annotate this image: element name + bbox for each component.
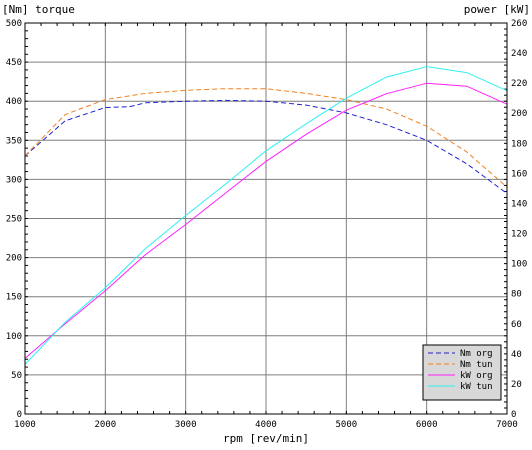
x-tick-label: 4000 xyxy=(255,420,277,430)
y-left-tick-label: 100 xyxy=(6,332,22,342)
y-right-tick-label: 140 xyxy=(511,199,527,209)
y-right-tick-label: 240 xyxy=(511,49,527,59)
x-tick-label: 3000 xyxy=(175,420,197,430)
y-right-tick-label: 180 xyxy=(511,139,527,149)
series-layer xyxy=(24,66,508,365)
y-left-tick-label: 350 xyxy=(6,136,22,146)
series-line-nm-tun xyxy=(24,88,508,188)
x-tick-label: 7000 xyxy=(496,420,518,430)
series-line-kw-org xyxy=(24,82,508,359)
y-right-tick-label: 160 xyxy=(511,169,527,179)
y-left-tick-label: 0 xyxy=(17,410,22,420)
y-right-tick-label: 100 xyxy=(511,260,527,270)
x-tick-label: 5000 xyxy=(335,420,357,430)
y-right-tick-label: 220 xyxy=(511,79,527,89)
y-left-tick-label: 450 xyxy=(6,58,22,68)
y-left-tick-label: 500 xyxy=(6,19,22,29)
x-tick-label: 2000 xyxy=(94,420,116,430)
right-axis-title: power [kW] xyxy=(464,3,530,16)
y-right-tick-label: 80 xyxy=(511,290,522,300)
legend-box xyxy=(422,344,502,401)
left-axis-title: [Nm] torque xyxy=(2,3,75,16)
x-tick-label: 6000 xyxy=(416,420,438,430)
y-right-tick-label: 260 xyxy=(511,19,527,29)
series-line-kw-tun xyxy=(24,66,508,365)
y-right-tick-label: 40 xyxy=(511,350,522,360)
y-right-tick-label: 0 xyxy=(511,410,516,420)
y-right-tick-label: 120 xyxy=(511,230,527,240)
tick-label-layer: 1000 2000 3000 4000 5000 6000 7000050100150200… xyxy=(6,19,528,430)
y-left-tick-label: 200 xyxy=(6,254,22,264)
y-right-tick-label: 200 xyxy=(511,109,527,119)
plot-frame xyxy=(24,22,508,415)
legend-label: Nm org xyxy=(460,349,493,359)
series-line-nm-org xyxy=(24,99,508,194)
y-left-tick-label: 150 xyxy=(6,293,22,303)
legend-label: Nm tun xyxy=(460,360,493,370)
legend-label: kW tun xyxy=(460,382,493,392)
x-axis-label: rpm [rev/min] xyxy=(223,432,309,445)
x-tick-label: 1000 xyxy=(14,420,36,430)
y-left-tick-label: 50 xyxy=(11,371,22,381)
y-left-tick-label: 400 xyxy=(6,97,22,107)
y-right-tick-label: 20 xyxy=(511,380,522,390)
y-left-tick-label: 250 xyxy=(6,215,22,225)
legend-label: kW org xyxy=(460,371,493,381)
y-left-tick-label: 300 xyxy=(6,175,22,185)
y-right-tick-label: 60 xyxy=(511,320,522,330)
